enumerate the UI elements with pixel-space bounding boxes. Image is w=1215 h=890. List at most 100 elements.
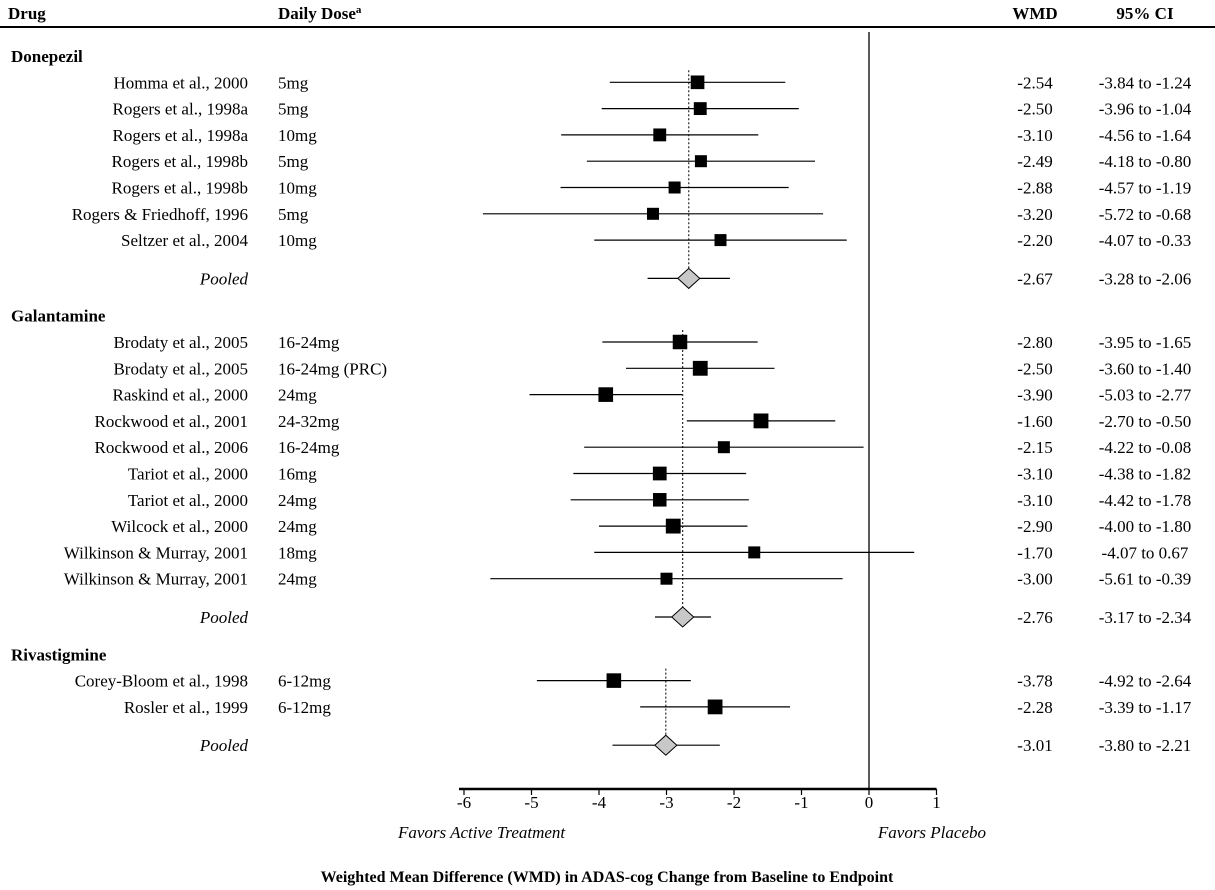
- study-label: Rogers et al., 1998a: [113, 100, 249, 119]
- dose-label: 16mg: [278, 465, 317, 484]
- wmd-value: -3.10: [1017, 126, 1052, 145]
- ci-value: -3.95 to -1.65: [1099, 333, 1192, 352]
- pooled-diamond: [670, 606, 695, 628]
- point-estimate: [694, 155, 707, 168]
- study-label: Tariot et al., 2000: [128, 491, 248, 510]
- ci-value: -4.42 to -1.78: [1099, 491, 1192, 510]
- header-dose-label: Daily Dose: [278, 4, 356, 23]
- point-estimate: [717, 441, 730, 454]
- wmd-value: -2.88: [1017, 179, 1052, 198]
- pooled-wmd-value: -2.76: [1017, 608, 1052, 627]
- x-tick-label: 1: [932, 793, 941, 812]
- dose-label: 24mg: [278, 386, 317, 405]
- dose-label: 6-12mg: [278, 672, 331, 691]
- ci-value: -4.92 to -2.64: [1099, 672, 1192, 691]
- dose-label: 5mg: [278, 205, 309, 224]
- pooled-diamond: [677, 267, 701, 290]
- column-headers: Drug Daily Dosea WMD 95% CI: [8, 4, 1174, 23]
- wmd-value: -3.10: [1017, 465, 1052, 484]
- study-label: Brodaty et al., 2005: [113, 333, 248, 352]
- dose-label: 16-24mg (PRC): [278, 359, 387, 378]
- study-label: Brodaty et al., 2005: [113, 359, 248, 378]
- wmd-value: -1.70: [1017, 543, 1052, 562]
- point-estimate: [647, 207, 659, 220]
- ci-value: -4.22 to -0.08: [1099, 438, 1192, 457]
- wmd-value: -2.28: [1017, 698, 1052, 717]
- wmd-value: -2.49: [1017, 152, 1052, 171]
- study-label: Rogers & Friedhoff, 1996: [72, 205, 248, 224]
- study-label: Seltzer et al., 2004: [121, 231, 248, 250]
- wmd-value: -2.54: [1017, 73, 1053, 92]
- ci-value: -3.96 to -1.04: [1099, 100, 1192, 119]
- header-ci: 95% CI: [1116, 4, 1174, 23]
- study-label: Wilcock et al., 2000: [111, 517, 248, 536]
- x-axis-title: Weighted Mean Difference (WMD) in ADAS-c…: [321, 869, 894, 886]
- point-estimate: [692, 360, 708, 376]
- wmd-value: -2.90: [1017, 517, 1052, 536]
- forest-rows: Donepezil Homma et al., 2000 5mg -2.54 -3.84…: [11, 32, 1192, 790]
- point-estimate: [652, 493, 667, 507]
- point-estimate: [693, 102, 707, 116]
- point-estimate: [652, 466, 667, 481]
- point-estimate: [690, 75, 705, 90]
- favors-right-label: Favors Placebo: [877, 823, 986, 842]
- dose-label: 5mg: [278, 152, 309, 171]
- dose-label: 16-24mg: [278, 438, 340, 457]
- header-dose-superscript: a: [356, 4, 362, 16]
- header-drug: Drug: [8, 4, 46, 23]
- x-tick-label: -6: [457, 793, 471, 812]
- ci-value: -5.72 to -0.68: [1099, 205, 1192, 224]
- ci-value: -3.39 to -1.17: [1099, 698, 1192, 717]
- wmd-value: -2.15: [1017, 438, 1052, 457]
- ci-value: -4.38 to -1.82: [1099, 465, 1192, 484]
- point-estimate: [748, 546, 761, 559]
- wmd-value: -2.20: [1017, 231, 1052, 250]
- wmd-value: -3.90: [1017, 386, 1052, 405]
- dose-label: 24mg: [278, 570, 317, 589]
- group-label: Rivastigmine: [11, 645, 107, 664]
- ci-value: -4.57 to -1.19: [1099, 179, 1192, 198]
- dose-label: 10mg: [278, 179, 317, 198]
- study-label: Rogers et al., 1998a: [113, 126, 249, 145]
- header-dose: Daily Dosea: [278, 4, 362, 23]
- study-label: Rogers et al., 1998b: [112, 152, 248, 171]
- ci-value: -5.61 to -0.39: [1099, 570, 1192, 589]
- point-estimate: [660, 572, 673, 585]
- x-tick-label: -3: [659, 793, 673, 812]
- point-estimate: [668, 181, 681, 194]
- x-axis: -6 -5 -4 -3 -2 -1 0 1: [457, 787, 941, 812]
- dose-label: 24-32mg: [278, 412, 340, 431]
- pooled-wmd-value: -3.01: [1017, 736, 1052, 755]
- study-label: Raskind et al., 2000: [112, 386, 248, 405]
- group-label: Donepezil: [11, 47, 83, 66]
- ci-value: -4.07 to -0.33: [1099, 231, 1192, 250]
- wmd-value: -3.20: [1017, 205, 1052, 224]
- dose-label: 16-24mg: [278, 333, 340, 352]
- point-estimate: [606, 673, 622, 688]
- point-estimate: [714, 234, 727, 247]
- x-tick-label: -4: [592, 793, 607, 812]
- ci-value: -4.56 to -1.64: [1099, 126, 1192, 145]
- x-tick-label: 0: [865, 793, 874, 812]
- ci-value: -5.03 to -2.77: [1099, 386, 1192, 405]
- wmd-value: -3.78: [1017, 672, 1052, 691]
- dose-label: 6-12mg: [278, 698, 331, 717]
- ci-value: -4.07 to 0.67: [1102, 543, 1189, 562]
- ci-value: -2.70 to -0.50: [1099, 412, 1192, 431]
- study-label: Rockwood et al., 2001: [95, 412, 248, 431]
- point-estimate: [707, 699, 723, 715]
- ci-value: -3.60 to -1.40: [1099, 359, 1192, 378]
- study-label: Corey-Bloom et al., 1998: [75, 672, 248, 691]
- study-label: Rosler et al., 1999: [124, 698, 248, 717]
- point-estimate: [665, 518, 681, 534]
- study-label: Wilkinson & Murray, 2001: [64, 543, 248, 562]
- x-tick-label: -5: [524, 793, 538, 812]
- pooled-label: Pooled: [199, 269, 249, 288]
- dose-label: 24mg: [278, 517, 317, 536]
- dose-label: 24mg: [278, 491, 317, 510]
- pooled-diamond: [654, 734, 678, 756]
- study-label: Rogers et al., 1998b: [112, 179, 248, 198]
- wmd-value: -3.10: [1017, 491, 1052, 510]
- study-label: Homma et al., 2000: [113, 73, 248, 92]
